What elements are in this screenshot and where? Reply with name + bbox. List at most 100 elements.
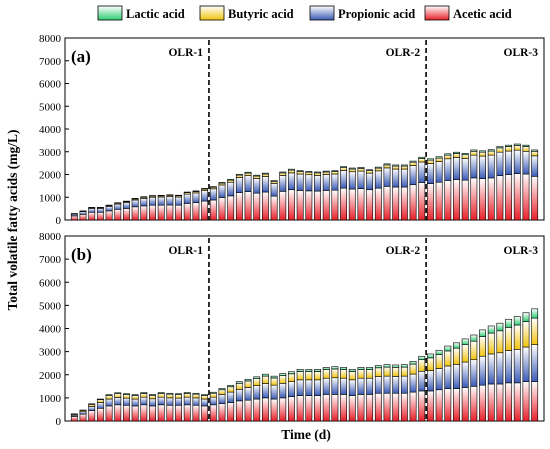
bar-segment-propionic-acid [244, 387, 252, 401]
bar-segment-acetic-acid [288, 396, 295, 422]
bar-segment-lactic-acid [522, 312, 530, 322]
bar-segment-butyric-acid [461, 154, 469, 159]
bar-segment-lactic-acid [218, 182, 226, 184]
bar-segment-propionic-acid [470, 154, 478, 179]
bar-segment-propionic-acid [331, 377, 339, 395]
bar-segment-acetic-acid [487, 177, 495, 221]
bar-segment-acetic-acid [314, 190, 321, 221]
bar-segment-propionic-acid [322, 377, 330, 395]
bar-segment-propionic-acid [227, 391, 235, 403]
bar-segment-acetic-acid [235, 400, 243, 422]
bar-segment-butyric-acid [244, 380, 252, 388]
bar-segment-butyric-acid [261, 173, 269, 177]
bar-segment-lactic-acid [331, 366, 339, 370]
bar-segment-acetic-acid [513, 173, 521, 221]
bar-segment-butyric-acid [435, 157, 443, 162]
bar-segment-lactic-acid [244, 171, 252, 174]
bar-segment-butyric-acid [531, 151, 539, 157]
bar-segment-lactic-acid [531, 308, 539, 319]
bar-segment-lactic-acid [374, 166, 382, 169]
bar-segment-acetic-acid [114, 404, 122, 422]
bar-segment-butyric-acid [235, 383, 243, 390]
panel-a: 0 1000 2000 3000 4000 5000 6000 7000 8000 OLR-1 OL… [39, 33, 545, 227]
bar-segment-acetic-acid [253, 192, 261, 221]
bar-segment-lactic-acid [183, 392, 191, 394]
bar-segment-butyric-acid [131, 395, 139, 400]
bar-segment-lactic-acid [131, 394, 139, 396]
bar-segment-butyric-acid [218, 389, 226, 395]
legend-item: Butyric acid [199, 5, 294, 21]
bar-segment-acetic-acid [279, 397, 287, 422]
bar-segment-acetic-acid [322, 394, 330, 422]
bar-segment-acetic-acid [470, 386, 478, 422]
bar-segment-lactic-acid [374, 365, 382, 369]
bar-segment-propionic-acid [296, 173, 304, 191]
bar-segment-acetic-acid [227, 402, 235, 422]
bar-segment-butyric-acid [427, 357, 434, 371]
bar-segment-lactic-acid [305, 369, 313, 372]
legend-item: Propionic acid [309, 5, 415, 21]
bar-segment-acetic-acid [105, 210, 113, 221]
bar-segment-butyric-acid [192, 393, 200, 399]
bar-segment-acetic-acid [444, 388, 452, 422]
y-tick-label: 4000 [39, 324, 62, 336]
bar-segment-propionic-acid [427, 163, 434, 184]
bar-segment-butyric-acid [288, 169, 295, 174]
bar-segment-propionic-acid [305, 174, 313, 192]
bar-segment-lactic-acid [322, 367, 330, 370]
bar-segment-acetic-acid [96, 211, 104, 221]
bar-segment-lactic-acid [383, 364, 391, 368]
bar-segment-propionic-acid [418, 370, 426, 392]
bar-segment-acetic-acid [79, 214, 87, 221]
bar-segment-butyric-acid [479, 336, 486, 357]
bar-segment-butyric-acid [409, 161, 417, 166]
bar-segment-lactic-acid [209, 186, 217, 188]
y-tick-label: 4000 [39, 124, 62, 136]
bar-segment-lactic-acid [461, 153, 469, 155]
bar-segment-butyric-acid [261, 375, 269, 384]
bar-segment-lactic-acid [470, 149, 478, 152]
bar-segment-propionic-acid [479, 355, 486, 386]
bar-segment-acetic-acid [227, 195, 235, 221]
bar-segment-lactic-acid [487, 325, 495, 334]
bar-segment-lactic-acid [418, 156, 426, 159]
bar-segment-acetic-acid [400, 392, 408, 422]
bar-segment-lactic-acid [114, 392, 122, 395]
bar-segment-acetic-acid [340, 394, 348, 422]
bar-segment-butyric-acid [496, 330, 504, 354]
bar-segment-propionic-acid [235, 177, 243, 194]
bar-segment-propionic-acid [531, 344, 539, 382]
bar-segment-acetic-acid [435, 389, 443, 422]
bar-segment-lactic-acid [409, 361, 417, 365]
bar-segment-propionic-acid [253, 385, 261, 400]
panel-b: 0 1000 2000 3000 4000 5000 6000 7000 8000 OLR-1 OL… [39, 231, 545, 428]
bar-segment-butyric-acid [270, 377, 278, 386]
bar-segment-propionic-acid [157, 396, 165, 406]
bar-segment-propionic-acid [487, 154, 495, 179]
bars [70, 143, 539, 221]
bar-segment-acetic-acid [374, 392, 382, 422]
bar-segment-butyric-acid [357, 369, 365, 379]
bar-segment-propionic-acid [392, 376, 400, 394]
bar-segment-lactic-acid [357, 367, 365, 370]
olr-label: OLR-1 [168, 245, 203, 257]
bar-segment-propionic-acid [114, 397, 122, 406]
bar-segment-propionic-acid [166, 196, 174, 206]
bar-segment-butyric-acid [453, 153, 460, 158]
olr-label: OLR-1 [168, 47, 203, 59]
bar-segment-lactic-acid [513, 143, 521, 146]
bar-segment-acetic-acid [149, 204, 156, 221]
bar-segment-lactic-acid [340, 367, 348, 370]
bar-segment-lactic-acid [444, 153, 452, 156]
bar-segment-lactic-acid [479, 150, 486, 153]
bar-segment-lactic-acid [227, 385, 235, 388]
y-tick-label: 5000 [39, 101, 62, 113]
bar-segment-propionic-acid [366, 377, 374, 395]
x-axis-label: Time (d) [281, 427, 331, 442]
bar-segment-acetic-acid [513, 382, 521, 422]
bar-segment-propionic-acid [409, 165, 417, 186]
bar-segment-butyric-acid [201, 395, 209, 400]
bar-segment-propionic-acid [505, 150, 513, 175]
y-tick-label: 2000 [39, 370, 62, 382]
bar-segment-lactic-acid [149, 394, 156, 396]
